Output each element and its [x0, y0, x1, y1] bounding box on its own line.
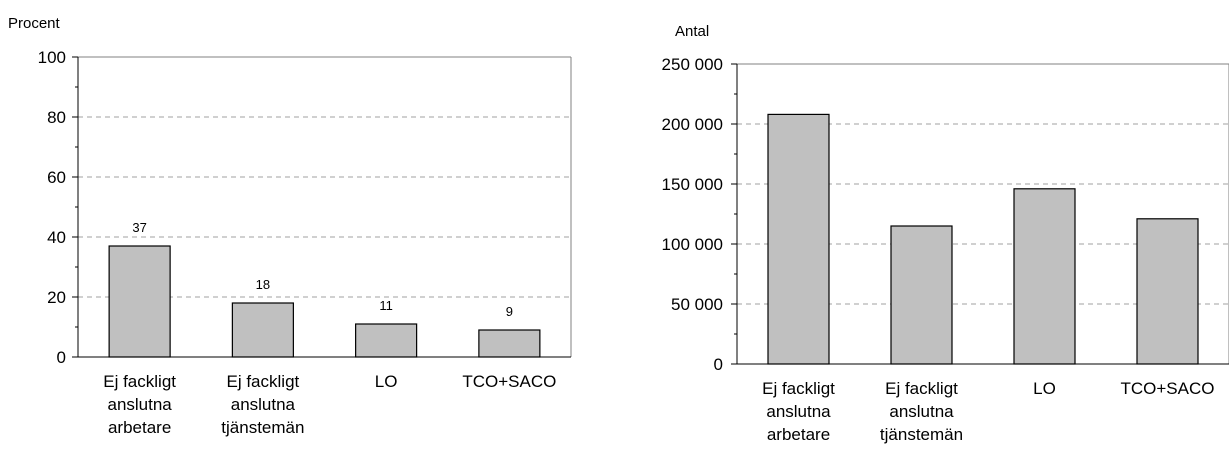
y-tick-label: 200 000 — [662, 115, 723, 134]
data-label: 11 — [379, 298, 393, 313]
category-label: Ej fackligt anslutna arbetare — [103, 372, 176, 437]
category-label-line: anslutna — [107, 395, 172, 414]
category-label: Ej fackligt anslutna arbetare — [762, 379, 835, 444]
y-tick-label: 250 000 — [662, 55, 723, 74]
y-tick-label: 100 — [38, 48, 66, 67]
y-tick-label: 20 — [47, 288, 66, 307]
y-tick-label: 60 — [47, 168, 66, 187]
category-label-line: tjänstemän — [880, 425, 963, 444]
y-axis-title: Antal — [675, 23, 709, 40]
category-label-line: Ej fackligt — [227, 372, 300, 391]
y-tick-label: 80 — [47, 108, 66, 127]
category-label-line: LO — [1033, 379, 1056, 398]
bar — [890, 225, 953, 365]
category-label-line: arbetare — [767, 425, 830, 444]
category-label-line: LO — [375, 372, 398, 391]
category-label-line: TCO+SACO — [1121, 379, 1215, 398]
category-label: LO — [375, 372, 398, 391]
category-label-line: anslutna — [231, 395, 296, 414]
y-tick-label: 100 000 — [662, 235, 723, 254]
bar — [767, 113, 830, 365]
category-label: TCO+SACO — [462, 372, 556, 391]
bar — [1013, 188, 1076, 365]
category-label-line: Ej fackligt — [762, 379, 835, 398]
category-label: LO — [1033, 379, 1056, 398]
data-label: 37 — [132, 220, 146, 235]
data-label: 9 — [506, 304, 513, 319]
bar — [108, 245, 171, 358]
category-label: Ej fackligt anslutna tjänstemän — [880, 379, 963, 444]
category-label-line: TCO+SACO — [462, 372, 556, 391]
chart-1: Procent 0 20 40 60 80 100 37 Ej fackligt anslutna… — [8, 15, 572, 437]
y-tick-label: 50 000 — [671, 295, 723, 314]
bar — [355, 323, 418, 358]
bar — [478, 329, 541, 358]
category-label-line: Ej fackligt — [885, 379, 958, 398]
bar — [1136, 218, 1199, 365]
y-axis-title: Procent — [8, 15, 61, 32]
category-label: TCO+SACO — [1121, 379, 1215, 398]
category-label-line: tjänstemän — [221, 418, 304, 437]
category-label-line: anslutna — [889, 402, 954, 421]
bar — [231, 302, 294, 358]
y-tick-label: 0 — [57, 348, 66, 367]
category-label: Ej fackligt anslutna tjänstemän — [221, 372, 304, 437]
y-tick-label: 150 000 — [662, 175, 723, 194]
y-tick-label: 40 — [47, 228, 66, 247]
category-label-line: anslutna — [766, 402, 831, 421]
category-label-line: Ej fackligt — [103, 372, 176, 391]
data-label: 18 — [256, 277, 270, 292]
y-tick-label: 0 — [714, 355, 723, 374]
category-label-line: arbetare — [108, 418, 171, 437]
chart-2: Antal 0 50 000 100 000 150 000 200 000 250 000… — [662, 23, 1229, 444]
